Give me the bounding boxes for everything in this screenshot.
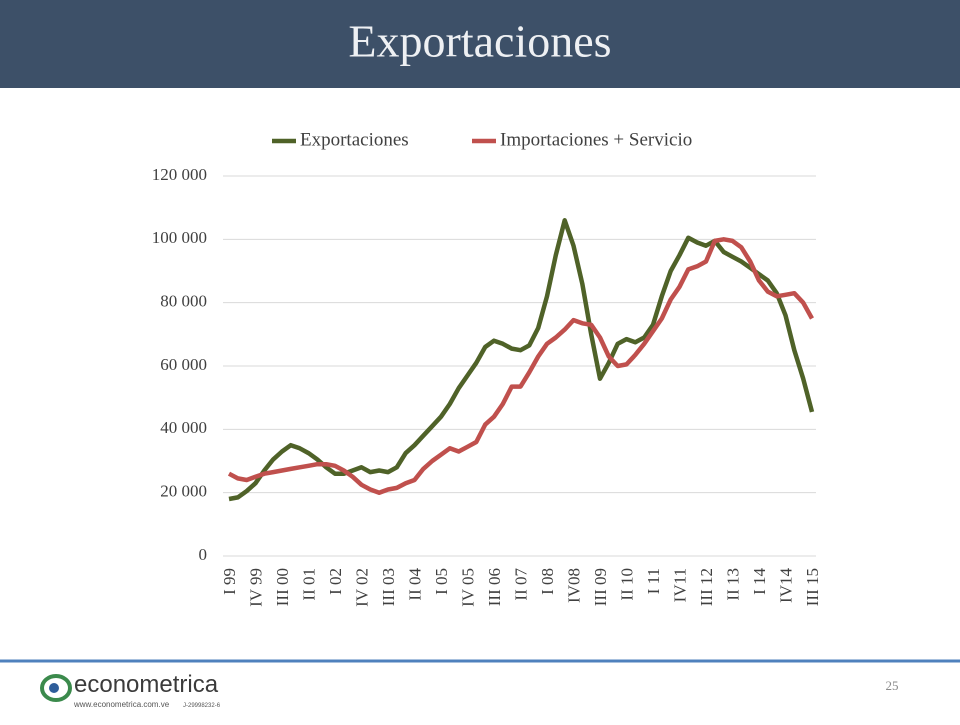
x-tick-label: II 01 — [300, 568, 319, 601]
x-tick-label: IV11 — [671, 568, 690, 602]
y-tick-label: 120 000 — [152, 165, 207, 184]
x-tick-label: IV 05 — [459, 568, 478, 607]
x-tick-label: IV 99 — [247, 568, 266, 607]
x-tick-label: II 04 — [406, 568, 425, 601]
x-tick-label: I 08 — [538, 568, 557, 595]
legend-label: Exportaciones — [300, 129, 409, 150]
logo-icon — [40, 674, 72, 702]
x-tick-label: III 09 — [591, 568, 610, 606]
y-tick-label: 60 000 — [160, 355, 207, 374]
chart: 0 20 000 40 000 60 000 80 000 100 000 120 000 I… — [152, 129, 822, 607]
x-tick-label: I 14 — [750, 568, 769, 595]
logo-rif: J-29998232-6 — [183, 703, 221, 709]
x-tick-label: II 10 — [618, 568, 637, 601]
y-tick-label: 100 000 — [152, 228, 207, 247]
y-tick-label: 40 000 — [160, 418, 207, 437]
series-line — [228, 218, 815, 502]
legend-label: Importaciones + Servicio — [500, 129, 692, 150]
x-tick-label: IV14 — [777, 568, 796, 603]
x-tick-label: III 03 — [379, 568, 398, 606]
x-tick-label: I 05 — [432, 568, 451, 595]
x-tick-label: III 15 — [803, 568, 822, 606]
x-tick-label: I 02 — [326, 568, 345, 595]
series-line — [227, 237, 814, 495]
x-tick-label: II 13 — [724, 568, 743, 601]
x-tick-label: II 07 — [512, 568, 531, 601]
y-tick-label: 20 000 — [160, 482, 207, 501]
slide-title: Exportaciones — [348, 16, 611, 67]
page-number: 25 — [886, 678, 899, 693]
logo-text: econometrica — [74, 671, 219, 698]
logo-dot — [49, 683, 59, 693]
y-tick-label: 0 — [199, 545, 208, 564]
x-tick-label: I 11 — [644, 568, 663, 594]
logo-url: www.econometrica.com.ve — [73, 700, 170, 709]
x-tick-label: IV08 — [565, 568, 584, 603]
x-tick-label: III 12 — [697, 568, 716, 606]
x-tick-label: I 99 — [220, 568, 239, 595]
header-bar — [0, 0, 960, 88]
x-tick-label: III 06 — [485, 568, 504, 606]
x-tick-label: IV 02 — [353, 568, 372, 607]
y-tick-label: 80 000 — [160, 292, 207, 311]
x-tick-label: III 00 — [273, 568, 292, 606]
